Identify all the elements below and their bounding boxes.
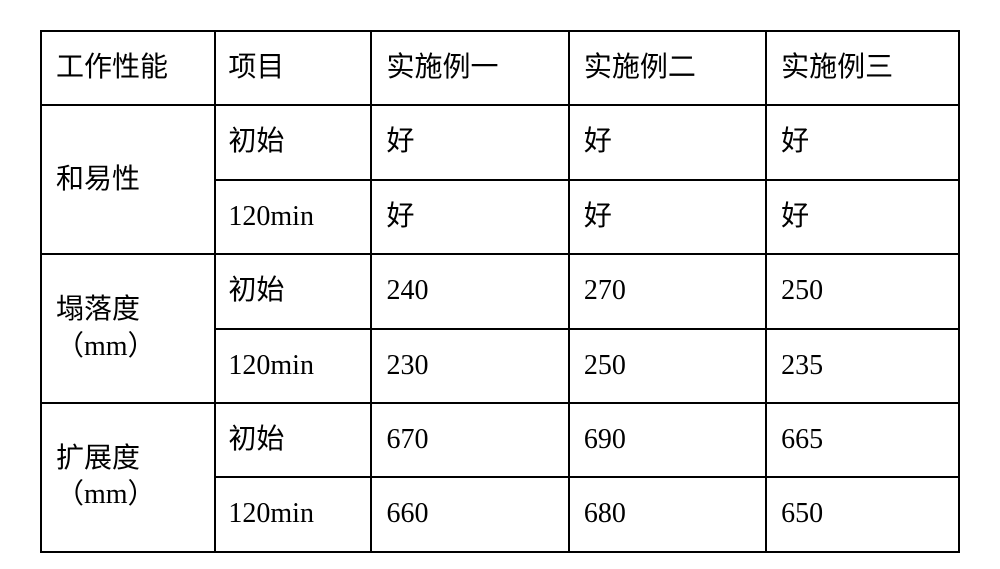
- cell-value: 670: [371, 403, 568, 477]
- group-slump: 塌落度（mm）: [41, 254, 215, 403]
- cell-item: 初始: [215, 105, 371, 179]
- cell-value: 240: [371, 254, 568, 328]
- col-header-ex1: 实施例一: [371, 31, 568, 105]
- table-row: 和易性 初始 好 好 好: [41, 105, 959, 179]
- col-header-ex3: 实施例三: [766, 31, 959, 105]
- cell-value: 650: [766, 477, 959, 551]
- cell-value: 270: [569, 254, 766, 328]
- cell-item: 初始: [215, 403, 371, 477]
- cell-value: 250: [766, 254, 959, 328]
- group-workability: 和易性: [41, 105, 215, 254]
- cell-value: 好: [371, 105, 568, 179]
- cell-value: 好: [371, 180, 568, 254]
- table-header-row: 工作性能 项目 实施例一 实施例二 实施例三: [41, 31, 959, 105]
- cell-item: 120min: [215, 329, 371, 403]
- col-header-ex2: 实施例二: [569, 31, 766, 105]
- cell-value: 230: [371, 329, 568, 403]
- table-row: 塌落度（mm） 初始 240 270 250: [41, 254, 959, 328]
- performance-table: 工作性能 项目 实施例一 实施例二 实施例三 和易性 初始 好 好 好 120m…: [40, 30, 960, 553]
- col-header-performance: 工作性能: [41, 31, 215, 105]
- cell-value: 好: [766, 105, 959, 179]
- cell-value: 690: [569, 403, 766, 477]
- cell-value: 660: [371, 477, 568, 551]
- cell-item: 120min: [215, 180, 371, 254]
- group-spread: 扩展度（mm）: [41, 403, 215, 552]
- cell-value: 680: [569, 477, 766, 551]
- cell-value: 好: [766, 180, 959, 254]
- cell-item: 120min: [215, 477, 371, 551]
- cell-value: 250: [569, 329, 766, 403]
- table-row: 扩展度（mm） 初始 670 690 665: [41, 403, 959, 477]
- cell-value: 665: [766, 403, 959, 477]
- cell-item: 初始: [215, 254, 371, 328]
- table-container: 工作性能 项目 实施例一 实施例二 实施例三 和易性 初始 好 好 好 120m…: [0, 0, 1000, 569]
- cell-value: 好: [569, 180, 766, 254]
- col-header-item: 项目: [215, 31, 371, 105]
- cell-value: 好: [569, 105, 766, 179]
- cell-value: 235: [766, 329, 959, 403]
